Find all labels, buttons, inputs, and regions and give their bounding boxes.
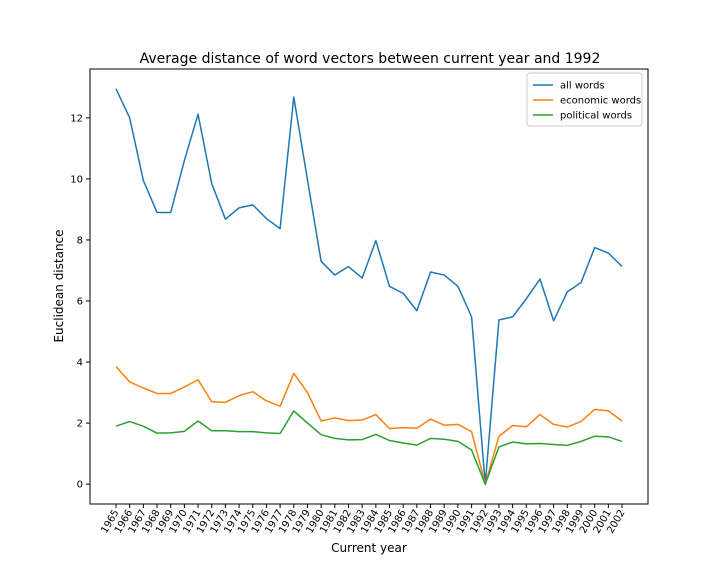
series-group xyxy=(115,88,623,485)
y-tick-label: 12 xyxy=(70,113,83,124)
y-tick-label: 8 xyxy=(77,235,83,246)
chart-title: Average distance of word vectors between… xyxy=(140,51,601,67)
plot-area xyxy=(89,68,649,505)
y-axis: 0 2 4 6 8 10 12 xyxy=(70,113,90,491)
x-axis: 1965196619671968196919701971197219731974… xyxy=(99,504,628,536)
legend-label: all words xyxy=(560,81,605,92)
y-tick-label: 2 xyxy=(77,419,83,430)
legend: all words economic words political words xyxy=(526,72,643,127)
series-line-political-words xyxy=(115,410,623,485)
x-axis-label: Current year xyxy=(331,541,407,555)
y-axis-label: Euclidean distance xyxy=(52,229,66,342)
y-tick-label: 6 xyxy=(77,297,83,308)
y-tick-label: 10 xyxy=(70,174,83,185)
y-tick-label: 4 xyxy=(77,358,83,369)
y-tick-label: 0 xyxy=(77,480,83,491)
legend-label: political words xyxy=(560,111,632,122)
legend-box xyxy=(526,72,643,127)
legend-label: economic words xyxy=(560,96,641,107)
series-line-economic-words xyxy=(115,366,623,485)
series-line-all-words xyxy=(115,88,623,485)
